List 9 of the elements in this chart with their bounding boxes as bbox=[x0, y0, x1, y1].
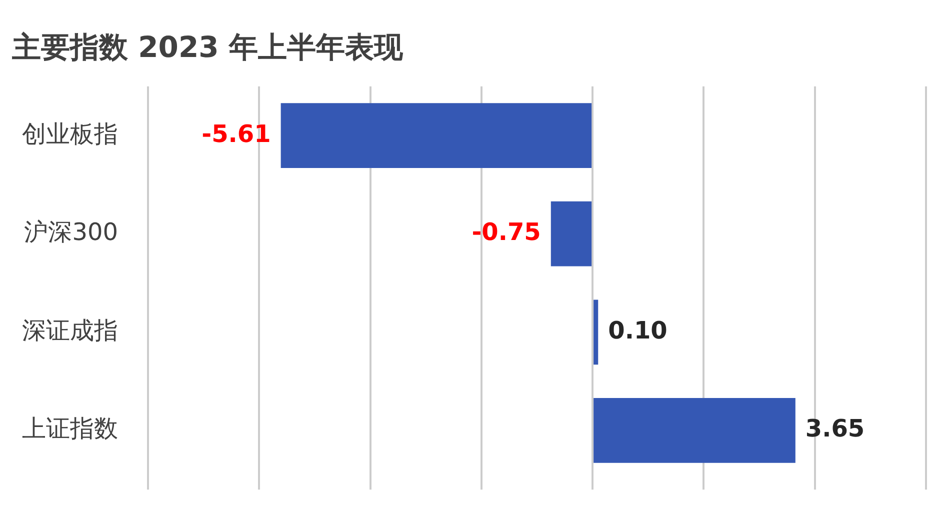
y-tick-label: 沪深300 bbox=[24, 218, 118, 246]
data-label: -0.75 bbox=[472, 218, 541, 246]
y-tick-label: 创业板指 bbox=[22, 120, 118, 148]
data-label: -5.61 bbox=[202, 120, 271, 148]
data-label: 3.65 bbox=[805, 414, 865, 443]
chart-title: 主要指数 2023 年上半年表现 bbox=[12, 29, 403, 66]
data-label: 0.10 bbox=[608, 316, 668, 344]
y-tick-label: 上证指数 bbox=[22, 414, 118, 443]
y-tick-label: 深证成指 bbox=[22, 316, 118, 344]
